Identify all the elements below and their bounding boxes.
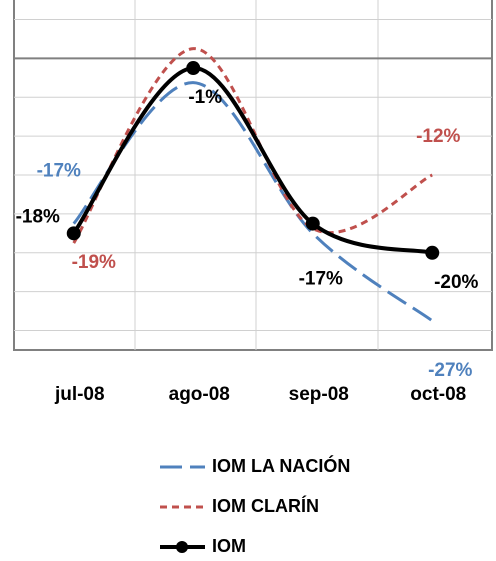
x-tick-label: ago-08	[169, 384, 230, 405]
data-label: -1%	[188, 87, 222, 108]
legend-marker	[176, 541, 188, 553]
data-label: -27%	[428, 360, 472, 381]
x-tick-label: oct-08	[410, 384, 466, 405]
marker	[305, 216, 320, 231]
legend-label: IOM	[212, 536, 246, 556]
x-tick-label: jul-08	[54, 384, 105, 405]
data-label: -17%	[37, 161, 81, 182]
data-label: -20%	[434, 272, 478, 293]
x-tick-label: sep-08	[289, 384, 349, 405]
line-series	[72, 47, 433, 244]
marker	[425, 245, 440, 260]
legend-label: IOM LA NACIÓN	[212, 455, 350, 476]
data-label: -18%	[16, 206, 60, 227]
legend-label: IOM CLARÍN	[212, 495, 319, 516]
line-series	[72, 66, 433, 255]
data-label: -12%	[416, 126, 460, 147]
data-label: -19%	[72, 252, 116, 273]
marker	[66, 226, 81, 241]
marker	[186, 61, 201, 76]
data-label: -17%	[299, 269, 343, 290]
